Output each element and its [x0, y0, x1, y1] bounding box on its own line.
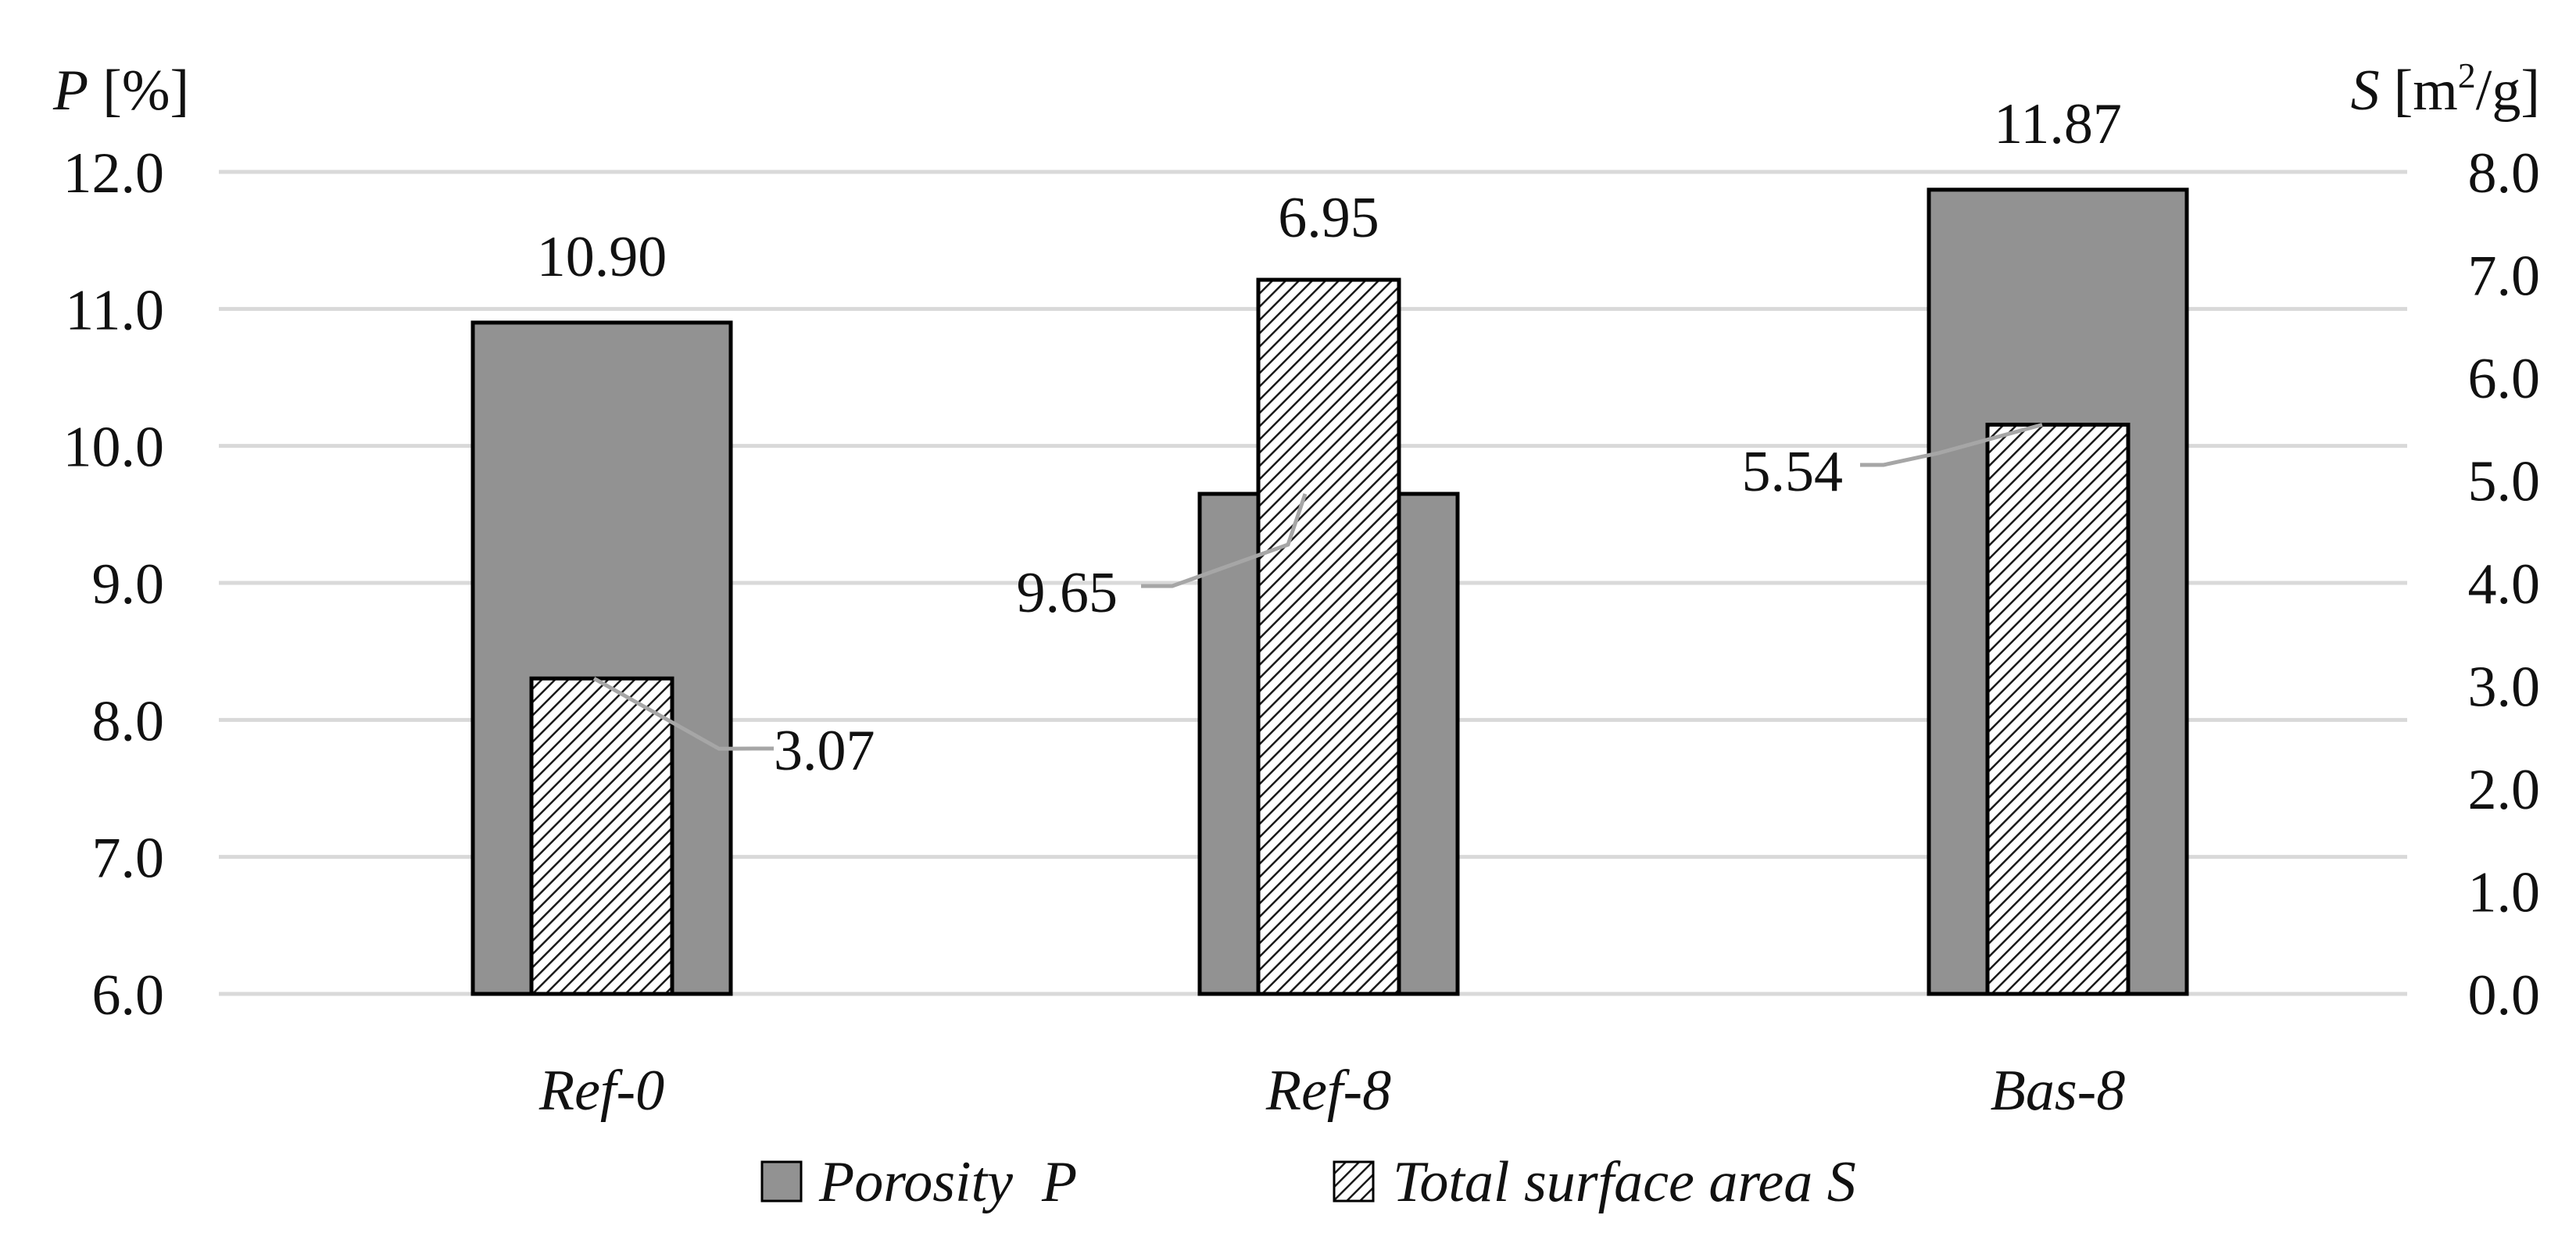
- legend-label-porosity: Porosity P: [818, 1150, 1077, 1214]
- leader-line-porosity: [1141, 493, 1308, 588]
- right-tick-label: 7.0: [2468, 245, 2541, 309]
- left-tick-label: 11.0: [65, 278, 164, 342]
- category-label: Bas-8: [1991, 1059, 2126, 1123]
- legend: Porosity P Total surface area S: [760, 1150, 1856, 1214]
- data-label-porosity: 10.90: [537, 225, 667, 289]
- right-tick-label: 8.0: [2468, 141, 2541, 206]
- right-tick-label: 2.0: [2468, 758, 2541, 822]
- right-axis-title-unit-pre: [m: [2394, 59, 2458, 123]
- data-label-porosity: 9.65: [1017, 561, 1118, 625]
- left-axis-title: P [%]: [52, 59, 189, 123]
- left-tick-label: 12.0: [63, 141, 165, 206]
- bar-surface-area: [1256, 277, 1401, 996]
- leader-line-surface-area: [592, 677, 774, 751]
- left-tick-label: 8.0: [92, 689, 165, 753]
- data-label-surface-area: 6.95: [1278, 186, 1379, 250]
- right-tick-label: 0.0: [2468, 963, 2541, 1028]
- right-tick-label: 5.0: [2468, 450, 2541, 514]
- data-label-porosity: 11.87: [1994, 92, 2122, 156]
- left-tick-label: 9.0: [92, 552, 165, 616]
- legend-swatch-porosity: [760, 1160, 803, 1203]
- bars: [470, 188, 2189, 996]
- left-tick-label: 7.0: [92, 827, 165, 891]
- legend-swatch-surface-area: [1333, 1160, 1375, 1203]
- left-axis-title-unit: [%]: [102, 59, 189, 123]
- right-axis-title-var: S: [2351, 59, 2380, 123]
- data-label-surface-area: 3.07: [774, 719, 875, 783]
- right-axis-title: S [m2/g]: [2351, 55, 2540, 123]
- leader-line-surface-area: [1860, 423, 2043, 467]
- category-label: Ref-0: [538, 1059, 664, 1123]
- left-axis-title-var: P: [52, 59, 88, 123]
- bar-surface-area: [1985, 422, 2131, 996]
- data-labels: 10.90 11.87 9.65 3.07 6.95 5.54: [537, 92, 2122, 783]
- category-labels: Ref-0 Ref-8 Bas-8: [538, 1059, 2125, 1123]
- right-axis-title-unit-post: /g]: [2476, 59, 2540, 123]
- bar-surface-area: [529, 676, 674, 996]
- leader-lines: [592, 423, 2043, 751]
- data-label-surface-area: 5.54: [1742, 440, 1844, 504]
- right-tick-label: 1.0: [2468, 861, 2541, 925]
- category-label: Ref-8: [1265, 1059, 1391, 1123]
- left-tick-label: 10.0: [63, 416, 165, 480]
- legend-label-surface-area: Total surface area S: [1393, 1150, 1856, 1214]
- right-tick-label: 4.0: [2468, 552, 2541, 616]
- left-tick-label: 6.0: [92, 963, 165, 1028]
- right-tick-label: 3.0: [2468, 656, 2541, 720]
- axis-ticks: 6.0 7.0 8.0 9.0 10.0 11.0 12.0 0.0 1.0 2.0 3.0 4.0 5…: [63, 141, 2541, 1028]
- right-axis-title-unit-sup: 2: [2458, 55, 2476, 95]
- right-tick-label: 6.0: [2468, 347, 2541, 411]
